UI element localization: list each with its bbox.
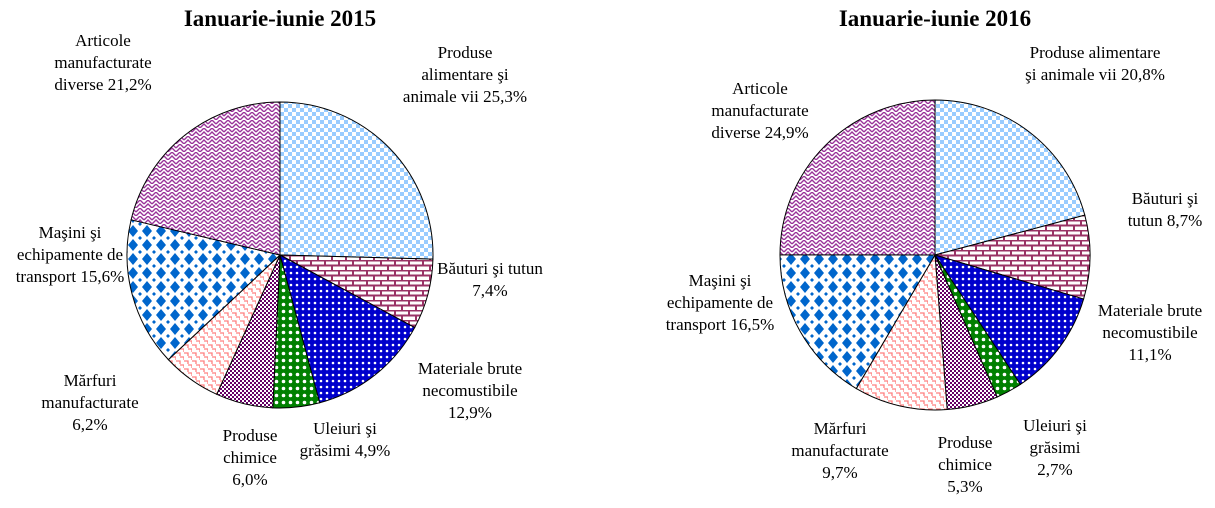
category-label: Maşini şi echipamente de transport xyxy=(15,223,124,286)
value-label: 9,7% xyxy=(822,463,858,482)
slice-label: Maşini şi echipamente de transport 16,5% xyxy=(655,270,785,336)
slice-label: Uleiuri şi grăsimi 4,9% xyxy=(295,418,395,462)
chart-title: Ianuarie-iunie 2015 xyxy=(80,6,480,32)
title-text: Ianuarie-iunie 2016 xyxy=(838,6,1032,31)
category-label: Mărfuri manufacturate xyxy=(791,419,889,460)
value-label: 15,6% xyxy=(80,267,125,286)
pie-slice xyxy=(279,101,434,260)
chart-title: Ianuarie-iunie 2016 xyxy=(735,6,1135,32)
slice-label: Maşini şi echipamente de transport 15,6% xyxy=(5,222,135,288)
slice-label: Mărfuri manufacturate 9,7% xyxy=(780,418,900,484)
pie-slice xyxy=(933,214,1091,300)
value-label: 2,7% xyxy=(1037,460,1073,479)
value-label: 25,3% xyxy=(483,87,528,106)
category-label: Maşini şi echipamente de transport xyxy=(665,271,774,334)
pie-slice xyxy=(933,254,1085,386)
slice-label: Produse chimice 6,0% xyxy=(210,425,290,491)
pie-slice xyxy=(855,253,948,411)
value-label: 7,4% xyxy=(472,281,508,300)
pie-slice xyxy=(779,99,936,256)
category-label: Produse chimice xyxy=(937,433,993,474)
value-label: 5,3% xyxy=(947,477,983,496)
slice-label: Articole manufacturate diverse 24,9% xyxy=(700,78,820,144)
slice-label: Băuturi şi tutun 8,7% xyxy=(1125,188,1205,232)
category-label: Materiale brute necomustibile xyxy=(417,359,523,400)
category-label: Materiale brute necomustibile xyxy=(1097,301,1203,342)
category-label: Uleiuri şi grăsimi xyxy=(1023,416,1087,457)
value-label: 16,5% xyxy=(730,315,775,334)
slice-label: Produse alimentare şi animale vii 25,3% xyxy=(400,42,530,108)
category-label: Produse alimentare şi animale vii xyxy=(1025,43,1161,84)
pie-slice xyxy=(126,219,282,361)
category-label: Articole manufacturate diverse xyxy=(711,79,809,142)
category-label: Mărfuri manufacturate xyxy=(41,371,139,412)
title-text: Ianuarie-iunie 2015 xyxy=(183,6,377,31)
value-label: 21,2% xyxy=(107,75,152,94)
slice-label: Băuturi şi tutun 7,4% xyxy=(435,258,545,302)
value-label: 11,1% xyxy=(1128,345,1172,364)
slice-label: Materiale brute necomustibile 11,1% xyxy=(1085,300,1215,366)
value-label: 24,9% xyxy=(764,123,809,142)
slice-label: Materiale brute necomustibile 12,9% xyxy=(400,358,540,424)
category-label: Produse chimice xyxy=(222,426,278,467)
category-label: Articole manufacturate diverse xyxy=(54,31,152,94)
slice-label: Produse alimentare şi animale vii 20,8% xyxy=(1025,42,1165,86)
value-label: 20,8% xyxy=(1120,65,1165,84)
slice-label: Uleiuri şi grăsimi 2,7% xyxy=(1015,415,1095,481)
category-label: Băuturi şi tutun xyxy=(1127,189,1199,230)
pie-slice xyxy=(279,254,416,404)
value-label: 6,2% xyxy=(72,415,108,434)
value-label: 4,9% xyxy=(354,441,391,460)
slice-label: Mărfuri manufacturate 6,2% xyxy=(30,370,150,436)
value-label: 6,0% xyxy=(232,470,268,489)
pie-slice xyxy=(779,254,936,390)
pie-slice xyxy=(934,99,1086,256)
value-label: 8,7% xyxy=(1166,211,1203,230)
pie-slice xyxy=(130,101,281,256)
value-label: 12,9% xyxy=(448,403,492,422)
category-label: Băuturi şi tutun xyxy=(437,259,543,278)
slice-label: Articole manufacturate diverse 21,2% xyxy=(33,30,173,96)
category-label: Produse alimentare şi animale vii xyxy=(402,43,509,106)
category-label: Uleiuri şi grăsimi xyxy=(299,419,377,460)
slice-label: Produse chimice 5,3% xyxy=(925,432,1005,498)
